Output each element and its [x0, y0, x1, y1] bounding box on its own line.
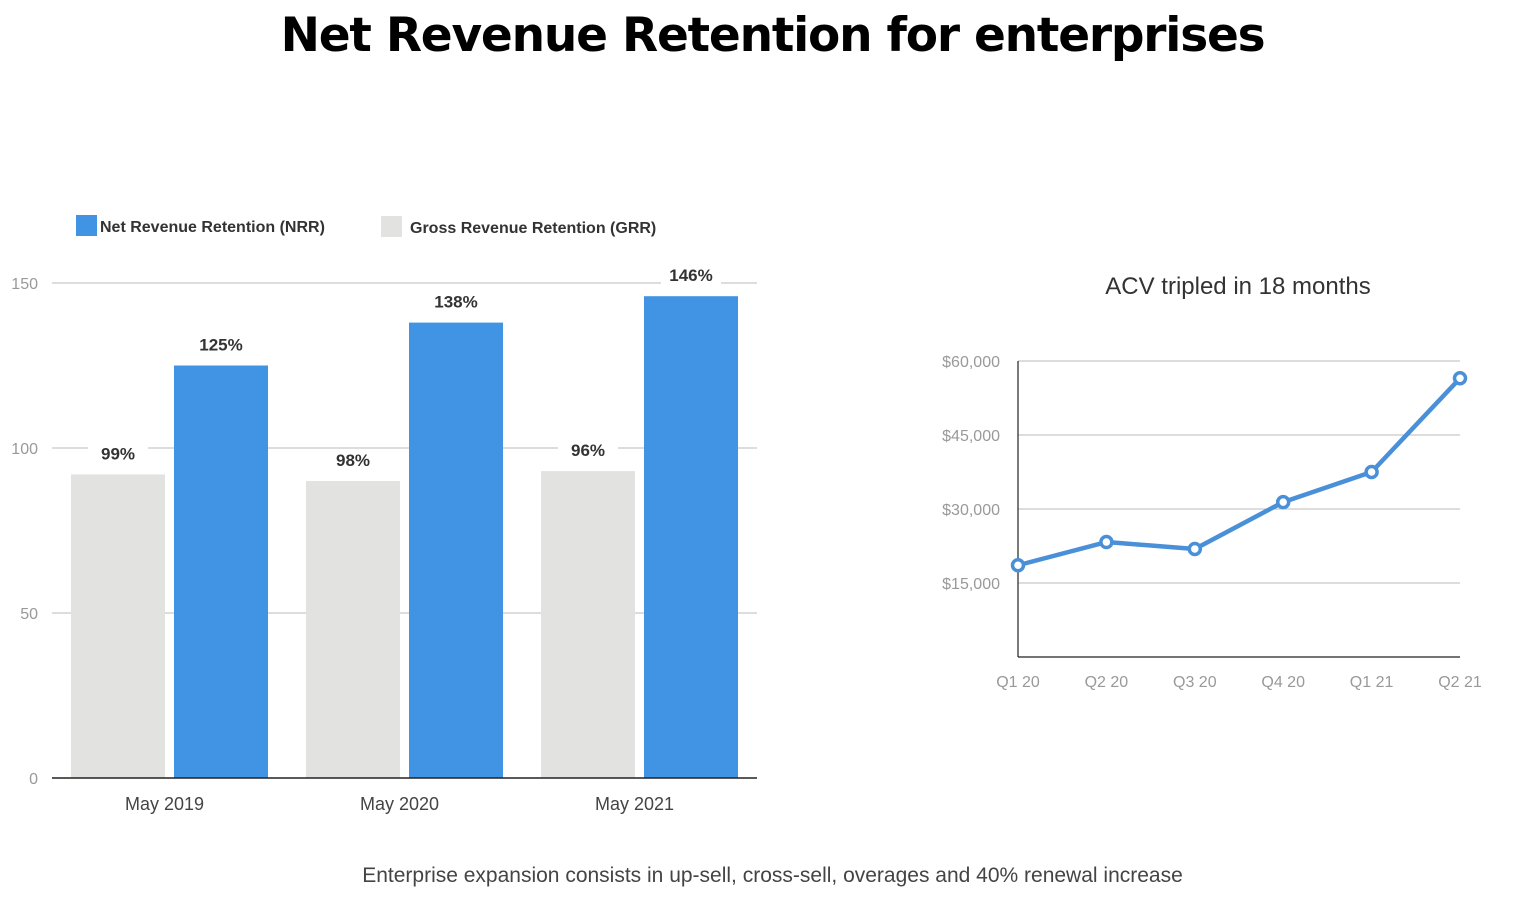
data-point	[1099, 534, 1114, 550]
data-point	[1452, 371, 1468, 386]
x-category-label: May 2021	[595, 794, 674, 814]
y-tick-label: 0	[29, 771, 38, 788]
data-label: 99%	[101, 444, 135, 463]
data-label-bg	[191, 334, 251, 357]
x-tick-label: Q2 20	[1085, 674, 1129, 691]
legend-label-grr: Gross Revenue Retention (GRR)	[410, 220, 656, 237]
y-tick-label: $60,000	[942, 354, 1000, 371]
data-label: 125%	[199, 336, 242, 355]
x-tick-label: Q1 21	[1350, 674, 1394, 691]
bar-grr	[306, 481, 400, 778]
data-label-bg	[323, 450, 383, 472]
page-title: Net Revenue Retention for enterprises	[280, 8, 1266, 63]
x-tick-label: Q3 20	[1173, 674, 1217, 691]
x-tick-label: Q1 20	[996, 674, 1040, 691]
data-point	[1364, 464, 1379, 480]
acv-series-line	[1017, 376, 1462, 568]
nrr-bar-chart: Net Revenue Retention (NRR) Gross Revenu…	[11, 215, 757, 814]
footer-caption: Enterprise expansion consists in up-sell…	[362, 864, 1183, 887]
y-tick-label: $45,000	[942, 428, 1000, 445]
data-label: 98%	[336, 451, 370, 470]
y-tick-label: 50	[20, 606, 38, 623]
x-category-label: May 2020	[360, 794, 439, 814]
y-tick-label: $30,000	[942, 502, 1000, 519]
data-label-bg	[88, 443, 148, 466]
data-label: 138%	[434, 293, 477, 312]
bar-chart-legend: Net Revenue Retention (NRR) Gross Revenu…	[76, 215, 656, 237]
y-tick-label: 150	[11, 276, 38, 293]
data-label-bg	[558, 440, 618, 463]
y-tick-label: $15,000	[942, 576, 1000, 593]
x-tick-label: Q4 20	[1261, 674, 1305, 691]
data-point	[1275, 494, 1291, 510]
x-tick-label: Q2 21	[1438, 674, 1482, 691]
x-category-label: May 2019	[125, 794, 204, 814]
legend-label-nrr: Net Revenue Retention (NRR)	[100, 219, 325, 236]
bar-nrr	[174, 365, 268, 778]
legend-swatch-grr	[381, 216, 402, 237]
data-label-bg	[426, 291, 486, 314]
bar-grr	[71, 474, 165, 778]
y-tick-label: 100	[11, 441, 38, 458]
data-point	[1010, 557, 1026, 573]
bar-nrr	[644, 296, 738, 778]
line-chart-title: ACV tripled in 18 months	[1105, 273, 1370, 300]
data-label: 146%	[669, 266, 712, 285]
acv-line-chart: ACV tripled in 18 months $15,000 $30,000 $…	[942, 273, 1482, 691]
bar-grr	[541, 471, 635, 778]
legend-swatch-nrr	[76, 215, 97, 236]
bar-nrr	[409, 322, 503, 778]
data-label-bg	[661, 265, 721, 288]
data-point	[1187, 541, 1203, 557]
data-label: 96%	[571, 441, 605, 460]
